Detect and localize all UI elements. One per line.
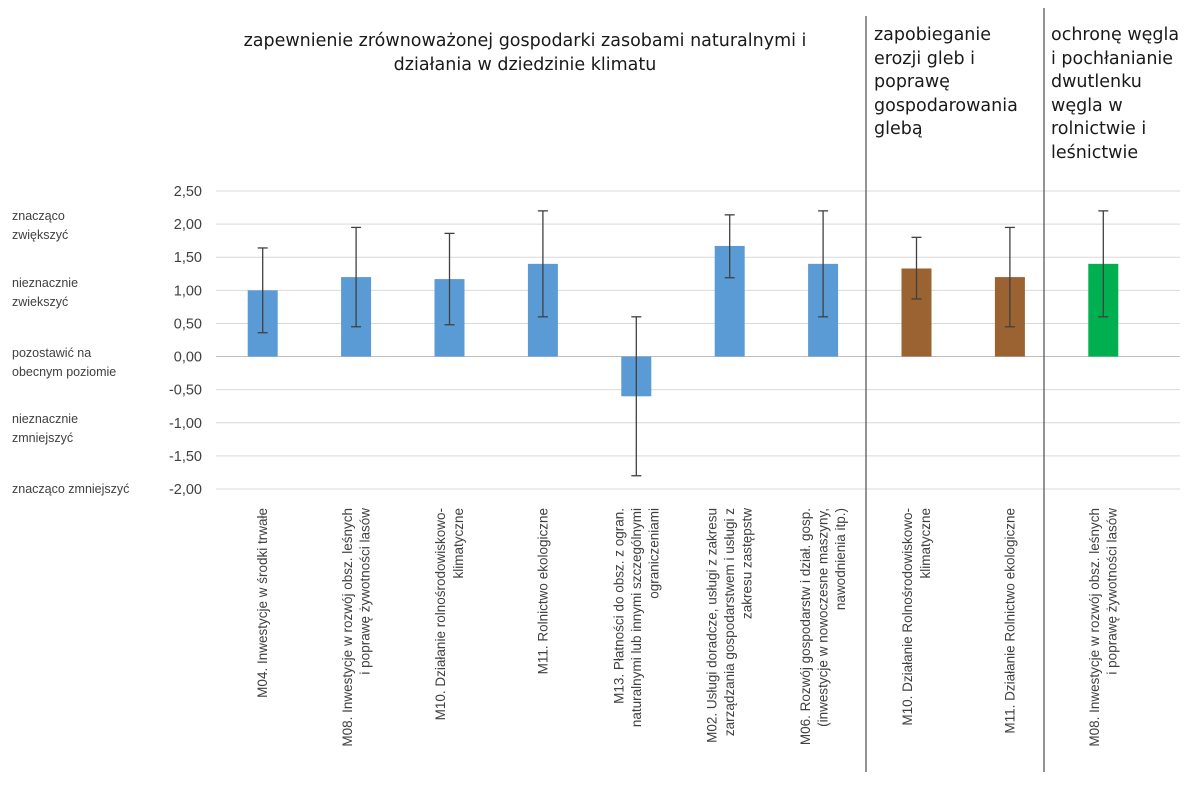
level-label-line: zwiększyć	[12, 228, 69, 242]
y-tick-label: 0,50	[174, 316, 202, 332]
group-title-soil-erosion: zapobieganie erozji gleb i poprawę gospo…	[874, 25, 1018, 139]
group-separators	[865, 8, 1045, 772]
y-tick-label: 2,50	[174, 184, 202, 200]
y-tick-label: -0,50	[169, 383, 202, 399]
group-title-carbon-sequestration: ochronę węgla i pochłanianie dwutlenku w…	[1051, 25, 1180, 163]
y-axis-ticks: 2,50 2,00 1,50 1,00 0,50 0,00 -0,50 -1,00 -1,50 -…	[169, 184, 202, 498]
y-tick-label: -2,00	[169, 482, 202, 498]
category-label: M11. Działanie Rolnictwo ekologiczne	[1002, 508, 1017, 734]
level-label-line: pozostawić na	[12, 346, 92, 360]
level-label: nieznacznie zwiekszyć	[12, 274, 78, 312]
level-label: pozostawić na obecnym poziomie	[12, 344, 116, 382]
x-axis-category-labels: M04. Inwestycje w środki trwałe M08. Inwe…	[255, 508, 1119, 747]
y-tick-label: 0,00	[174, 350, 202, 366]
category-label: M02. Usługi doradcze, usługi z zakresu za…	[705, 508, 755, 743]
level-label-line: znacząco	[12, 209, 65, 223]
category-label: M08. Inwestycje w rozwój obsz. leśnych i …	[1087, 508, 1120, 747]
y-tick-label: 1,00	[174, 283, 202, 299]
level-label: znacząco zwiększyć	[12, 207, 68, 245]
level-label-line: nieznacznie	[12, 276, 79, 290]
group-title-sustainable-resources: zapewnienie zrównoważonej gospodarki zas…	[243, 31, 807, 75]
level-label-line: nieznacznie	[12, 412, 79, 426]
level-label-line: znacząco zmniejszyć	[12, 482, 130, 496]
level-label-line: obecnym poziomie	[12, 365, 117, 379]
level-label-line: zwiekszyć	[12, 295, 69, 309]
category-label: M06. Rozwój gospodarstw i dział. gosp. (i…	[798, 508, 848, 745]
category-label: M08. Inwestycje w rozwój obsz. leśnych i …	[340, 508, 373, 747]
gridlines	[216, 190, 1180, 490]
category-label: M10. Działanie rolnośrodowiskowo-klimaty…	[433, 508, 466, 720]
y-tick-label: -1,50	[169, 449, 202, 465]
error-bars	[257, 210, 1109, 477]
level-label: nieznacznie zmniejszyć	[12, 410, 78, 448]
bars	[247, 245, 1119, 397]
level-label: znacząco zmniejszyć	[12, 480, 129, 499]
category-label: M04. Inwestycje w środki trwałe	[255, 508, 270, 698]
y-tick-label: 2,00	[174, 217, 202, 233]
category-label: M11. Rolnictwo ekologiczne	[535, 508, 550, 674]
level-label-line: zmniejszyć	[12, 431, 74, 445]
category-label: M10. Działanie Rolnośrodowiskowo-klimaty…	[900, 508, 933, 726]
category-label: M13. Płatności do obsz. z ogran. naturaln…	[611, 508, 661, 727]
y-tick-label: -1,00	[169, 416, 202, 432]
y-tick-label: 1,50	[174, 250, 202, 266]
